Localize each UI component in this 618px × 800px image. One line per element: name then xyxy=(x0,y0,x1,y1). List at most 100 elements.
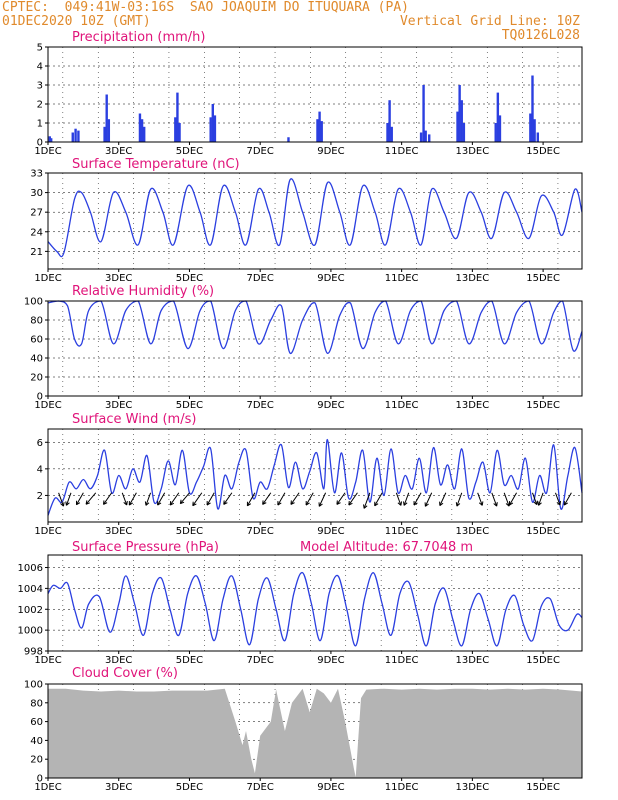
wind-arrow-shaft xyxy=(179,492,190,504)
wind-arrow xyxy=(157,492,166,506)
x-tick-label: 15DEC xyxy=(526,526,560,537)
precip-bar xyxy=(142,126,146,142)
precip-bar xyxy=(174,117,177,142)
y-tick-label: 100 xyxy=(24,297,43,308)
precip-bar xyxy=(107,119,111,142)
x-tick-label: 11DEC xyxy=(385,400,419,411)
y-tick-label: 40 xyxy=(30,736,43,747)
wind-arrow xyxy=(413,492,422,506)
wind-arrow-head xyxy=(536,500,538,505)
wind-arrow-head xyxy=(170,502,175,506)
wind-arrow-head xyxy=(247,503,252,507)
wind-arrow-head xyxy=(129,502,133,506)
wind-arrow-head xyxy=(455,502,458,507)
wind-arrow-head xyxy=(496,502,498,507)
wind-arrow xyxy=(563,492,572,506)
x-tick-label: 1DEC xyxy=(34,655,61,666)
precip-bar xyxy=(320,121,323,142)
wind-arrow-head xyxy=(400,501,403,506)
panel-frame xyxy=(47,300,583,397)
precip-bar xyxy=(529,113,532,142)
wind-arrow-shaft xyxy=(305,492,314,506)
x-tick-label: 5DEC xyxy=(176,655,203,666)
x-tick-label: 1DEC xyxy=(34,400,61,411)
wind-arrow xyxy=(290,492,300,505)
wind-arrow-head xyxy=(180,501,185,505)
wind-arrow xyxy=(246,492,256,507)
x-tick-label: 13DEC xyxy=(456,782,490,793)
panel-4: 2 4 6 1DEC 3DEC 5DEC 7DEC 9DEC 11DEC 13DEC 15DEC Su… xyxy=(34,412,583,537)
x-tick-label: 13DEC xyxy=(456,273,490,284)
y-tick-label: 0 xyxy=(37,392,43,403)
wind-arrow xyxy=(179,492,190,505)
wind-arrow-head xyxy=(397,502,402,506)
x-tick-label: 7DEC xyxy=(246,400,273,411)
panel-title: Precipitation (mm/h) xyxy=(72,30,205,45)
precip-bar xyxy=(428,134,431,142)
precip-bar xyxy=(424,130,427,142)
precip-bar xyxy=(209,117,212,142)
wind-arrow-head xyxy=(123,501,128,506)
panel-title: Cloud Cover (%) xyxy=(72,666,178,681)
wind-arrow-shaft xyxy=(491,492,498,507)
wind-arrow xyxy=(491,492,498,507)
precip-bar xyxy=(531,75,534,142)
station-line: CPTEC: 049:41W-03:16S SAO JOAQUIM DO ITU… xyxy=(2,0,409,15)
wind-arrow-head xyxy=(336,502,341,505)
panel-frame xyxy=(47,683,583,779)
y-tick-label: 40 xyxy=(30,354,43,365)
panel-title: Surface Temperature (nC) xyxy=(72,157,240,172)
x-tick-label: 15DEC xyxy=(526,146,560,157)
y-tick-label: 80 xyxy=(30,316,43,327)
wind-arrow xyxy=(128,492,137,506)
wind-arrow-shaft xyxy=(363,492,371,509)
precip-bar xyxy=(460,100,463,142)
wind-arrow-head xyxy=(413,502,418,506)
y-tick-label: 1002 xyxy=(18,605,43,616)
precip-bar xyxy=(49,138,53,142)
precip-bar xyxy=(211,104,214,142)
y-tick-label: 6 xyxy=(37,438,43,449)
x-tick-label: 1DEC xyxy=(34,782,61,793)
wind-arrow xyxy=(503,492,511,507)
precip-bar xyxy=(318,111,321,142)
x-tick-label: 3DEC xyxy=(105,526,132,537)
panel-2: 21 24 27 30 33 1DEC 3DEC 5DEC 7DEC 9DEC 11DEC 13DEC… xyxy=(30,157,583,284)
wind-arrow xyxy=(65,492,72,506)
wind-arrow-head xyxy=(126,500,128,506)
grid-line-note: Vertical Grid Line: 10Z xyxy=(399,14,580,29)
x-tick-label: 5DEC xyxy=(176,400,203,411)
wind-arrow-head xyxy=(559,500,562,506)
y-tick-label: 30 xyxy=(30,188,43,199)
wind-arrow-head xyxy=(556,501,561,506)
wind-arrow-head xyxy=(439,502,444,507)
panel-annotation: Model Altitude: 67.7048 m xyxy=(300,540,473,555)
x-tick-label: 5DEC xyxy=(176,146,203,157)
wind-arrow-head xyxy=(145,502,150,506)
wind-arrow xyxy=(348,492,358,506)
y-tick-label: 27 xyxy=(30,208,43,219)
wind-arrow-shaft xyxy=(157,492,166,506)
panel-title: Surface Wind (m/s) xyxy=(72,412,196,427)
x-tick-label: 13DEC xyxy=(456,655,490,666)
x-tick-label: 11DEC xyxy=(385,526,419,537)
wind-arrow-shaft xyxy=(145,492,152,506)
wind-arrow xyxy=(363,492,371,509)
wind-arrow xyxy=(374,492,383,507)
wind-arrow-shaft xyxy=(538,492,544,506)
y-tick-label: 4 xyxy=(37,62,43,73)
y-tick-label: 60 xyxy=(30,717,43,728)
series-line xyxy=(47,571,583,647)
wind-arrow xyxy=(192,492,203,507)
wind-arrow-head xyxy=(305,502,310,506)
wind-arrow xyxy=(403,492,410,506)
x-tick-label: 3DEC xyxy=(105,782,132,793)
wind-arrow-shaft xyxy=(76,492,84,505)
precip-bar xyxy=(498,115,502,142)
precip-bar xyxy=(390,126,393,142)
x-tick-label: 15DEC xyxy=(526,782,560,793)
series-line xyxy=(47,300,583,354)
wind-arrow-head xyxy=(403,501,405,506)
wind-arrow-shaft xyxy=(532,492,538,505)
wind-arrow-shaft xyxy=(477,492,483,506)
